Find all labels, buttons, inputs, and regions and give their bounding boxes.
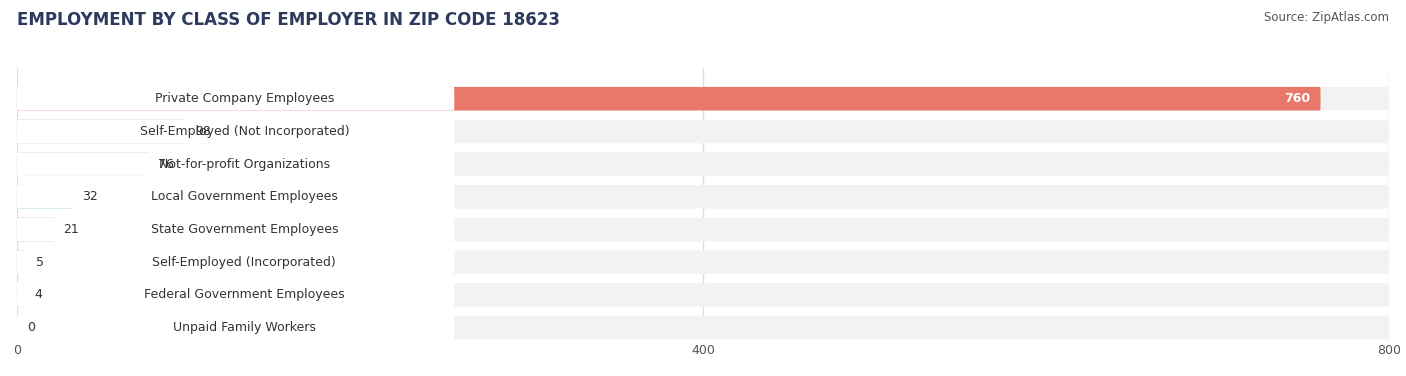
Text: Unpaid Family Workers: Unpaid Family Workers (173, 321, 316, 334)
FancyBboxPatch shape (17, 250, 454, 274)
Text: Self-Employed (Not Incorporated): Self-Employed (Not Incorporated) (139, 125, 349, 138)
Text: Source: ZipAtlas.com: Source: ZipAtlas.com (1264, 11, 1389, 24)
FancyBboxPatch shape (17, 316, 1389, 340)
Text: Not-for-profit Organizations: Not-for-profit Organizations (159, 158, 330, 171)
Text: 0: 0 (27, 321, 35, 334)
Text: EMPLOYMENT BY CLASS OF EMPLOYER IN ZIP CODE 18623: EMPLOYMENT BY CLASS OF EMPLOYER IN ZIP C… (17, 11, 560, 29)
FancyBboxPatch shape (17, 120, 186, 143)
Text: 4: 4 (34, 288, 42, 302)
FancyBboxPatch shape (17, 120, 454, 143)
FancyBboxPatch shape (17, 152, 148, 176)
Text: Local Government Employees: Local Government Employees (150, 190, 337, 203)
FancyBboxPatch shape (17, 218, 1389, 241)
FancyBboxPatch shape (17, 185, 72, 209)
FancyBboxPatch shape (17, 152, 454, 176)
FancyBboxPatch shape (17, 185, 1389, 209)
FancyBboxPatch shape (17, 87, 1320, 111)
FancyBboxPatch shape (17, 218, 53, 241)
Text: Federal Government Employees: Federal Government Employees (143, 288, 344, 302)
FancyBboxPatch shape (17, 87, 1389, 111)
Text: 76: 76 (157, 158, 173, 171)
FancyBboxPatch shape (17, 87, 454, 111)
FancyBboxPatch shape (17, 250, 1389, 274)
Text: 98: 98 (195, 125, 211, 138)
Text: Self-Employed (Incorporated): Self-Employed (Incorporated) (152, 256, 336, 269)
FancyBboxPatch shape (17, 120, 1389, 143)
Text: State Government Employees: State Government Employees (150, 223, 337, 236)
Text: 760: 760 (1284, 92, 1310, 105)
Text: 21: 21 (63, 223, 79, 236)
FancyBboxPatch shape (17, 250, 25, 274)
Text: 5: 5 (35, 256, 44, 269)
FancyBboxPatch shape (17, 316, 454, 340)
Text: Private Company Employees: Private Company Employees (155, 92, 335, 105)
FancyBboxPatch shape (17, 185, 454, 209)
FancyBboxPatch shape (17, 218, 454, 241)
Text: 32: 32 (82, 190, 98, 203)
FancyBboxPatch shape (17, 152, 1389, 176)
FancyBboxPatch shape (17, 283, 24, 307)
FancyBboxPatch shape (17, 283, 1389, 307)
FancyBboxPatch shape (17, 283, 454, 307)
